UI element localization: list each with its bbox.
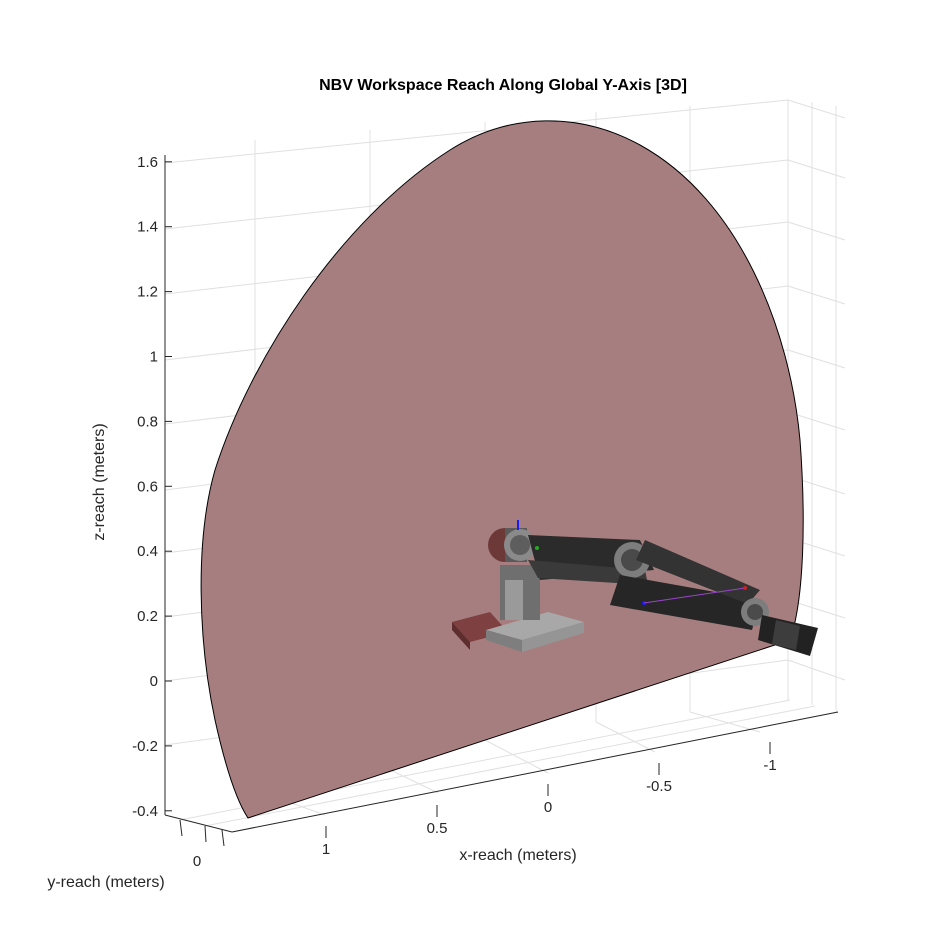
z-tick-label: 0 [150, 673, 158, 690]
y-axis: 0 y-reach (meters) [47, 814, 233, 891]
z-axis: 1.6 1.4 1.2 1 0.8 0.6 0.4 0.2 0 -0.2 -0.4 z-reach … [91, 154, 172, 820]
chart-title: NBV Workspace Reach Along Global Y-Axis … [319, 77, 687, 94]
robot-arm [452, 520, 818, 656]
x-tick-label: 0.5 [427, 820, 448, 837]
z-tick-label: 0.4 [137, 543, 158, 560]
x-tick-label: -0.5 [646, 778, 672, 795]
z-tick-label: 0.8 [137, 413, 158, 430]
robot-forearm [610, 575, 760, 630]
z-axis-label: z-reach (meters) [91, 423, 108, 540]
workspace-surface [200, 120, 804, 819]
z-tick-label: -0.2 [132, 738, 158, 755]
y-axis-label: y-reach (meters) [47, 874, 164, 891]
z-tick-label: 0.2 [137, 608, 158, 625]
x-axis: 1 0.5 0 -0.5 -1 x-reach (meters) [231, 711, 839, 864]
x-tick-label: 1 [322, 841, 330, 858]
robot-base-plate [486, 612, 584, 640]
x-tick-label: -1 [763, 757, 776, 774]
z-tick-label: 1.4 [137, 219, 158, 236]
z-tick-label: 1.6 [137, 154, 158, 171]
z-tick-label: 0.6 [137, 478, 158, 495]
y-tick-label: 0 [193, 853, 201, 870]
z-tick-label: 1.2 [137, 284, 158, 301]
x-axis-label: x-reach (meters) [459, 847, 576, 864]
z-tick-label: -0.4 [132, 803, 158, 820]
z-tick-label: 1 [150, 349, 158, 366]
x-tick-label: 0 [544, 799, 552, 816]
